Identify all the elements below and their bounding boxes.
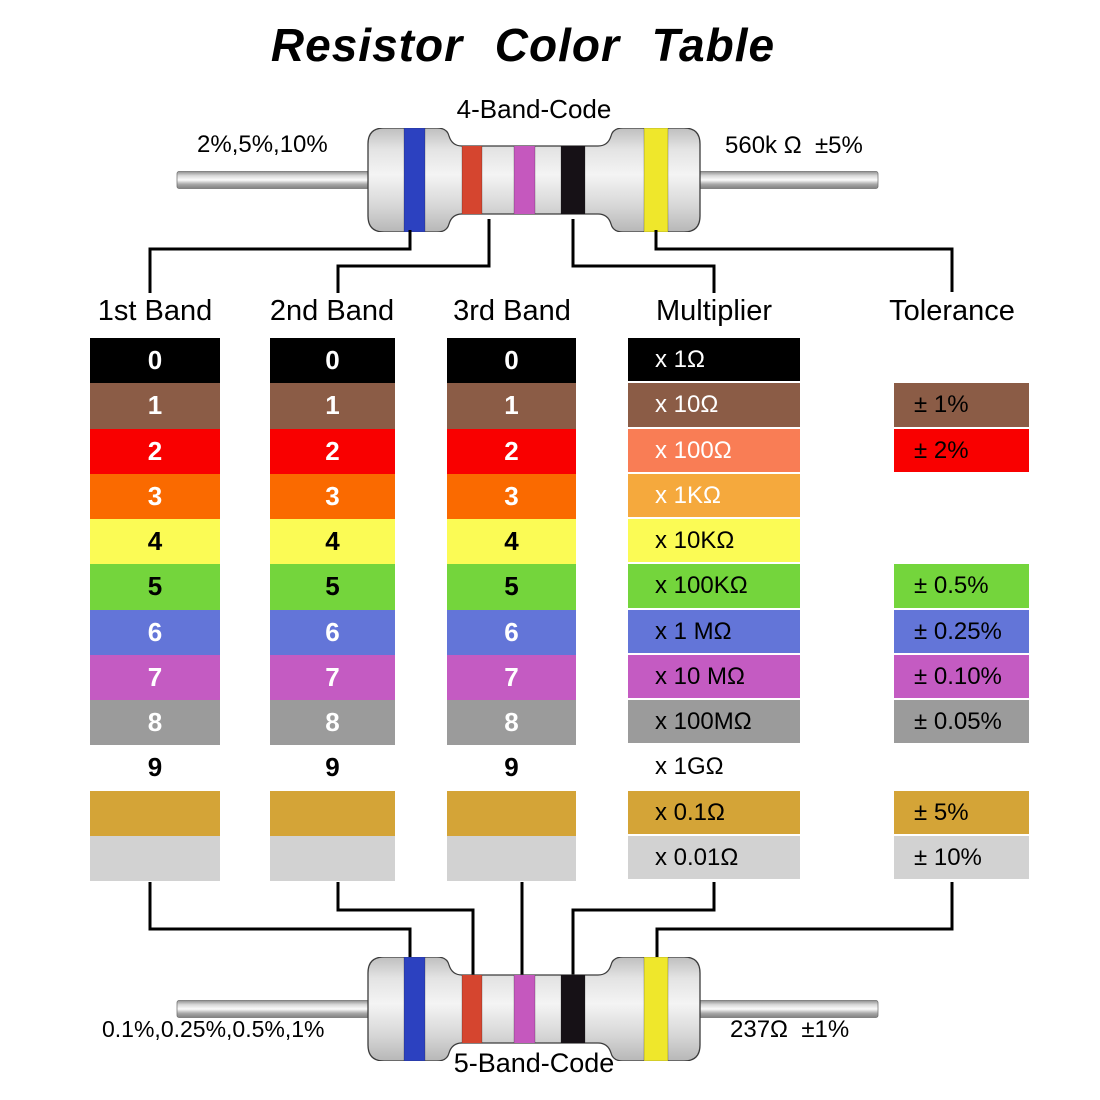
cell-1st-band-gold <box>90 790 220 836</box>
cell-tolerance-white <box>894 745 1029 790</box>
connector-bottom-1st-band-to-blue <box>148 882 412 962</box>
column-multiplier: x 1Ω x 10Ω x 100Ω x 1KΩ x 10KΩ x 100KΩ x 1 MΩ x… <box>628 338 800 881</box>
four-band-tolerance-values-label: 2%,5%,10% <box>197 131 328 158</box>
cell-multiplier-orange: x 1KΩ <box>628 473 800 519</box>
cell-1st-band-black: 0 <box>90 338 220 384</box>
column-tolerance: ± 1% ± 2% ± 0.5% ± 0.25% ± 0.10% ± 0.05% ± 5% ±… <box>894 338 1029 881</box>
cell-3rd-band-silver <box>447 835 576 881</box>
five-band-caption: 5-Band-Code <box>453 1048 615 1078</box>
cell-multiplier-brown: x 10Ω <box>628 383 800 429</box>
cell-2nd-band-gold <box>270 790 395 836</box>
four-band-caption: 4-Band-Code <box>456 94 612 124</box>
cell-3rd-band-red: 2 <box>447 428 576 474</box>
cell-tolerance-gray: ± 0.05% <box>894 700 1029 746</box>
cell-1st-band-red: 2 <box>90 428 220 474</box>
cell-1st-band-gray: 8 <box>90 700 220 746</box>
header-multiplier: Multiplier <box>655 295 773 327</box>
cell-multiplier-green: x 100KΩ <box>628 564 800 610</box>
header-1st-band: 1st Band <box>97 295 213 327</box>
cell-2nd-band-brown: 1 <box>270 383 395 429</box>
connector-top-blue-to-1st-band <box>148 230 412 293</box>
cell-2nd-band-gray: 8 <box>270 700 395 746</box>
band-3rd-violet <box>513 972 536 1046</box>
resistor-lead-right <box>682 1000 879 1018</box>
cell-multiplier-violet: x 10 MΩ <box>628 654 800 700</box>
cell-1st-band-blue: 6 <box>90 609 220 655</box>
resistor-lead-left <box>176 171 373 189</box>
cell-multiplier-gold: x 0.1Ω <box>628 790 800 836</box>
cell-3rd-band-orange: 3 <box>447 473 576 519</box>
cell-3rd-band-yellow: 4 <box>447 519 576 565</box>
cell-1st-band-brown: 1 <box>90 383 220 429</box>
cell-2nd-band-green: 5 <box>270 564 395 610</box>
cell-2nd-band-black: 0 <box>270 338 395 384</box>
resistor-lead-left <box>176 1000 373 1018</box>
four-band-resistor <box>176 128 879 232</box>
cell-multiplier-black: x 1Ω <box>628 338 800 384</box>
connector-bottom-tolerance-to-yellow <box>655 882 954 962</box>
page-title: Resistor Color Table <box>270 19 776 71</box>
cell-3rd-band-brown: 1 <box>447 383 576 429</box>
band-tolerance-yellow <box>643 128 669 232</box>
band-2nd-red <box>461 972 483 1046</box>
header-2nd-band: 2nd Band <box>269 295 395 327</box>
cell-2nd-band-silver <box>270 835 395 881</box>
cell-tolerance-red: ± 2% <box>894 428 1029 474</box>
five-band-resistor <box>176 957 879 1061</box>
cell-tolerance-silver: ± 10% <box>894 835 1029 881</box>
cell-1st-band-white: 9 <box>90 745 220 791</box>
band-multiplier-black <box>560 972 586 1046</box>
cell-3rd-band-black: 0 <box>447 338 576 384</box>
header-tolerance: Tolerance <box>889 295 1015 327</box>
cell-2nd-band-orange: 3 <box>270 473 395 519</box>
cell-3rd-band-gray: 8 <box>447 700 576 746</box>
cell-tolerance-gold: ± 5% <box>894 790 1029 836</box>
cell-multiplier-yellow: x 10KΩ <box>628 519 800 565</box>
cell-2nd-band-blue: 6 <box>270 609 395 655</box>
cell-2nd-band-violet: 7 <box>270 654 395 700</box>
cell-1st-band-green: 5 <box>90 564 220 610</box>
cell-tolerance-green: ± 0.5% <box>894 564 1029 610</box>
cell-2nd-band-red: 2 <box>270 428 395 474</box>
resistor-lead-right <box>682 171 879 189</box>
cell-tolerance-yellow <box>894 519 1029 564</box>
cell-3rd-band-gold <box>447 790 576 836</box>
cell-multiplier-silver: x 0.01Ω <box>628 835 800 881</box>
cell-multiplier-white: x 1GΩ <box>628 745 800 791</box>
connector-top-yellow-to-tolerance <box>654 230 954 292</box>
cell-tolerance-orange <box>894 474 1029 519</box>
cell-multiplier-gray: x 100MΩ <box>628 700 800 746</box>
cell-tolerance-brown: ± 1% <box>894 383 1029 429</box>
band-2nd-red <box>461 143 483 217</box>
band-1st-blue <box>403 957 426 1061</box>
four-band-example-value-label: 560k Ω ±5% <box>725 132 863 159</box>
cell-1st-band-silver <box>90 835 220 881</box>
five-band-example-value-label: 237Ω ±1% <box>730 1016 850 1043</box>
cell-3rd-band-blue: 6 <box>447 609 576 655</box>
cell-multiplier-red: x 100Ω <box>628 428 800 474</box>
cell-2nd-band-white: 9 <box>270 745 395 791</box>
cell-tolerance-black <box>894 338 1029 383</box>
cell-1st-band-orange: 3 <box>90 473 220 519</box>
cell-1st-band-yellow: 4 <box>90 519 220 565</box>
five-band-tolerance-values-label: 0.1%,0.25%,0.5%,1% <box>102 1016 325 1042</box>
cell-tolerance-blue: ± 0.25% <box>894 609 1029 655</box>
cell-1st-band-violet: 7 <box>90 654 220 700</box>
cell-3rd-band-white: 9 <box>447 745 576 791</box>
header-3rd-band: 3rd Band <box>453 295 571 327</box>
band-1st-blue <box>403 128 426 232</box>
cell-3rd-band-green: 5 <box>447 564 576 610</box>
cell-3rd-band-violet: 7 <box>447 654 576 700</box>
cell-2nd-band-yellow: 4 <box>270 519 395 565</box>
band-multiplier-black <box>560 143 586 217</box>
band-tolerance-yellow <box>643 957 669 1061</box>
cell-tolerance-violet: ± 0.10% <box>894 654 1029 700</box>
band-3rd-violet <box>513 143 536 217</box>
cell-multiplier-blue: x 1 MΩ <box>628 609 800 655</box>
